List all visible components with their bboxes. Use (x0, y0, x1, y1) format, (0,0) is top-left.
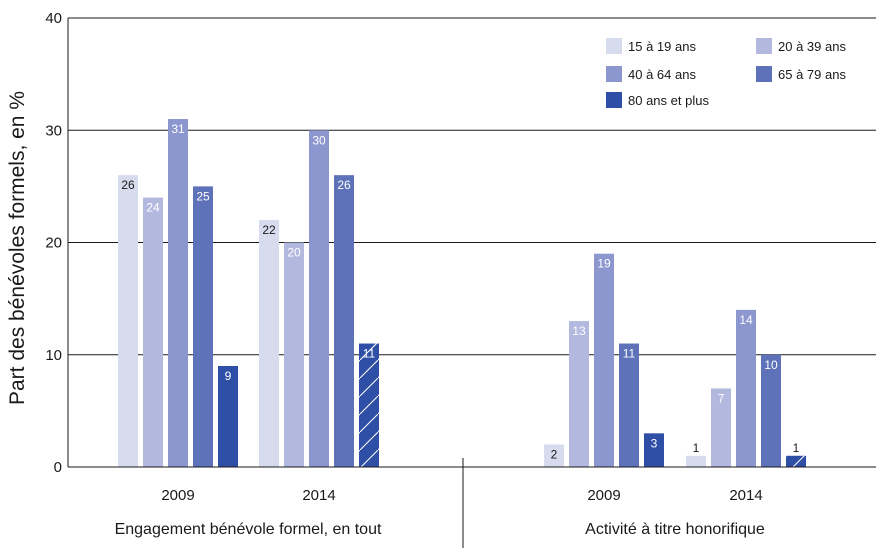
bar-value-label: 25 (196, 189, 210, 203)
x-group-label: Engagement bénévole formel, en tout (115, 521, 382, 538)
y-tick-label: 0 (54, 459, 62, 476)
bar-value-label: 20 (287, 246, 301, 260)
bar-value-label: 13 (572, 324, 586, 338)
bars (118, 119, 806, 468)
bar (218, 365, 238, 467)
bar (544, 444, 564, 467)
y-tick-label: 20 (45, 235, 62, 252)
bar-value-label: 9 (225, 369, 232, 383)
bar (644, 433, 664, 467)
bar-value-label: 31 (171, 122, 185, 136)
legend: 15 à 19 ans 20 à 39 ans 40 à 64 ans 65 à 79… (606, 38, 846, 108)
bar-value-label: 26 (337, 178, 351, 192)
x-year-label: 2014 (729, 487, 762, 504)
bar (711, 388, 731, 467)
bar (761, 354, 781, 467)
bar (334, 175, 354, 467)
legend-label: 15 à 19 ans (628, 39, 696, 54)
x-year-label: 2009 (161, 487, 194, 504)
bar (594, 253, 614, 467)
x-group-label: Activité à titre honorifique (585, 521, 765, 538)
bar-hatch (786, 455, 806, 467)
bar-value-label: 2 (551, 448, 558, 462)
bar-value-label: 22 (262, 223, 276, 237)
bar-value-label: 11 (623, 347, 636, 361)
x-year-label: 2009 (587, 487, 620, 504)
grid-lines (68, 17, 876, 356)
bar-value-label: 24 (146, 201, 160, 215)
legend-label: 40 à 64 ans (628, 67, 696, 82)
x-year-label: 2014 (302, 487, 335, 504)
bar (193, 186, 213, 467)
bar-value-label: 30 (312, 133, 326, 147)
bar (168, 119, 188, 468)
bar (686, 455, 706, 467)
bar-hatch (359, 343, 379, 467)
bar (736, 309, 756, 467)
bar (143, 197, 163, 467)
bar-value-label: 14 (739, 313, 753, 327)
y-tick-label: 40 (45, 10, 62, 27)
bar-value-label: 11 (363, 347, 376, 361)
bar (284, 242, 304, 467)
bar-value-label: 7 (718, 391, 725, 405)
legend-swatch (606, 66, 622, 82)
legend-label: 80 ans et plus (628, 93, 709, 108)
legend-swatch (606, 92, 622, 108)
bar (309, 130, 329, 467)
bar-value-label: 26 (121, 178, 135, 192)
bar (259, 220, 279, 467)
legend-swatch (756, 38, 772, 54)
bar (118, 175, 138, 467)
bar-value-label: 1 (693, 441, 700, 455)
y-axis-title: Part des bénévoles formels, en % (6, 91, 29, 405)
legend-swatch (606, 38, 622, 54)
bar-value-label: 1 (793, 441, 800, 455)
legend-label: 65 à 79 ans (778, 67, 846, 82)
y-tick-label: 30 (45, 122, 62, 139)
bar-value-label: 19 (597, 257, 611, 271)
legend-label: 20 à 39 ans (778, 39, 846, 54)
y-tick-label: 10 (45, 347, 62, 364)
legend-swatch (756, 66, 772, 82)
bar (619, 343, 639, 467)
bar-value-label: 3 (651, 436, 658, 450)
bar (569, 321, 589, 467)
bar-value-label: 10 (764, 358, 778, 372)
